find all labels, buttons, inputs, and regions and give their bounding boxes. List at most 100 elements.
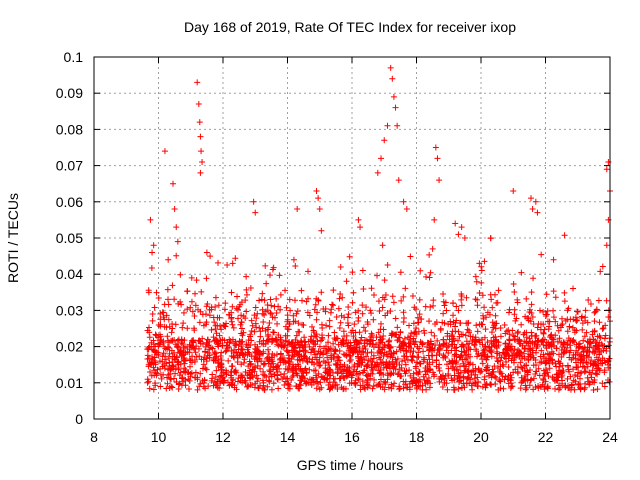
data-point	[526, 306, 533, 313]
data-point	[382, 291, 389, 298]
data-point	[554, 377, 561, 384]
data-point	[588, 340, 595, 347]
y-tick-label: 0	[75, 411, 83, 427]
data-point	[238, 346, 245, 353]
data-point	[245, 349, 252, 356]
data-point	[379, 336, 386, 343]
data-point	[431, 216, 438, 223]
data-point	[286, 320, 293, 327]
data-point	[471, 380, 478, 387]
data-point	[594, 386, 601, 393]
data-point	[432, 342, 439, 349]
data-point	[540, 329, 547, 336]
data-point	[472, 371, 479, 378]
data-point	[215, 259, 222, 266]
data-point	[455, 231, 462, 238]
data-point	[451, 372, 458, 379]
data-point	[256, 338, 263, 345]
data-point	[306, 355, 313, 362]
data-point	[313, 356, 320, 363]
data-point	[407, 372, 414, 379]
data-point	[180, 344, 187, 351]
data-point	[225, 311, 232, 318]
data-point	[498, 354, 505, 361]
data-point	[188, 370, 195, 377]
data-point	[444, 330, 451, 337]
data-point	[543, 366, 550, 373]
data-point	[436, 367, 443, 374]
data-point	[380, 326, 387, 333]
data-point	[304, 309, 311, 316]
data-point	[525, 348, 532, 355]
data-point	[405, 334, 412, 341]
data-point	[203, 366, 210, 373]
data-point	[506, 353, 513, 360]
data-point	[224, 261, 231, 268]
data-point	[559, 380, 566, 387]
data-point	[260, 348, 267, 355]
data-point	[149, 356, 156, 363]
data-point	[467, 353, 474, 360]
data-point	[292, 262, 299, 269]
data-point	[196, 319, 203, 326]
data-point	[155, 321, 162, 328]
data-point	[396, 344, 403, 351]
data-point	[256, 297, 263, 304]
data-point	[567, 316, 574, 323]
data-point	[213, 353, 220, 360]
data-point	[200, 361, 207, 368]
data-point	[164, 380, 171, 387]
data-point	[566, 368, 573, 375]
data-point	[146, 385, 153, 392]
data-point	[500, 363, 507, 370]
data-point	[546, 360, 553, 367]
data-point	[186, 349, 193, 356]
data-point	[578, 314, 585, 321]
data-point	[326, 317, 333, 324]
data-point	[582, 314, 589, 321]
data-point	[495, 386, 502, 393]
data-point	[590, 386, 597, 393]
data-point	[380, 332, 387, 339]
data-point	[517, 349, 524, 356]
data-point	[402, 285, 409, 292]
data-point	[588, 371, 595, 378]
data-point	[337, 319, 344, 326]
data-point	[297, 337, 304, 344]
data-point	[327, 372, 334, 379]
data-point	[318, 321, 325, 328]
data-point	[427, 338, 434, 345]
data-point	[578, 356, 585, 363]
data-point	[325, 339, 332, 346]
data-point	[481, 373, 488, 380]
data-point	[582, 368, 589, 375]
data-point	[261, 386, 268, 393]
data-point	[545, 355, 552, 362]
data-point	[274, 341, 281, 348]
data-point	[414, 319, 421, 326]
data-point	[330, 340, 337, 347]
data-point	[579, 320, 586, 327]
data-point	[175, 358, 182, 365]
data-point	[533, 368, 540, 375]
data-point	[497, 369, 504, 376]
data-point	[458, 296, 465, 303]
data-point	[264, 333, 271, 340]
data-point	[246, 351, 253, 358]
data-point	[440, 298, 447, 305]
data-point	[479, 341, 486, 348]
data-point	[478, 352, 485, 359]
data-point	[214, 384, 221, 391]
data-point	[423, 386, 430, 393]
data-point	[150, 386, 157, 393]
data-point	[157, 383, 164, 390]
data-point	[350, 289, 357, 296]
data-point	[488, 296, 495, 303]
data-point	[352, 348, 359, 355]
data-point	[271, 303, 278, 310]
data-point	[397, 269, 404, 276]
data-point	[284, 326, 291, 333]
data-point	[230, 324, 237, 331]
data-point	[533, 341, 540, 348]
data-point	[174, 238, 181, 245]
